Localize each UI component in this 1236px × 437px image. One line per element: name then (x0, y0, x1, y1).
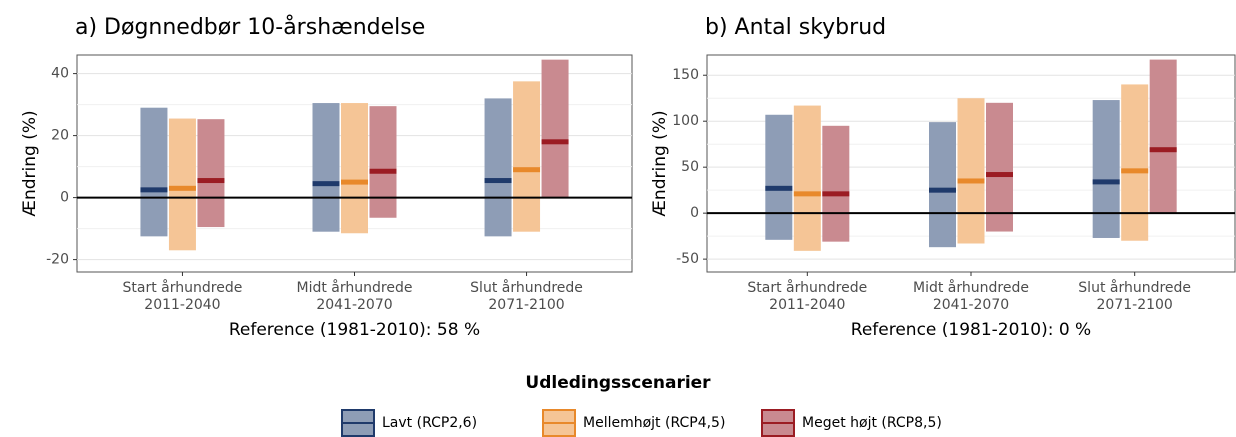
y-tick-label: 0 (690, 205, 699, 221)
median-line (341, 179, 368, 185)
range-bar (957, 98, 985, 244)
median-line (1092, 179, 1120, 185)
y-axis-label: Ændring (%) (20, 110, 40, 216)
median-line (822, 191, 850, 197)
y-tick-label: 40 (51, 66, 69, 82)
median-line (541, 139, 569, 145)
range-bar (1149, 59, 1177, 214)
x-tick-label: 2011-2040 (769, 297, 845, 313)
x-tick-label: Slut århundrede (1078, 279, 1191, 296)
y-tick-label: 50 (681, 159, 699, 175)
median-line (484, 178, 512, 184)
range-bar (197, 119, 225, 228)
y-tick-label: -20 (46, 252, 69, 268)
median-line (986, 172, 1013, 178)
y-tick-label: 0 (60, 190, 69, 206)
y-tick-label: 150 (672, 67, 699, 83)
median-line (197, 178, 225, 184)
range-bar (822, 125, 850, 242)
x-tick-label: 2011-2040 (144, 297, 220, 313)
chart-title: a) Døgnnedbør 10-årshændelse (75, 14, 425, 40)
range-bar (986, 102, 1013, 232)
range-bar (765, 114, 793, 240)
range-bar (1121, 84, 1149, 241)
range-bar (929, 122, 956, 248)
range-bar (341, 103, 368, 234)
median-line (168, 185, 196, 191)
median-line (957, 178, 985, 184)
median-line (793, 191, 821, 197)
y-tick-label: 20 (51, 128, 69, 144)
legend-label: Mellemhøjt (RCP4,5) (583, 415, 725, 431)
x-axis-label: Reference (1981-2010): 58 % (229, 320, 480, 340)
median-line (765, 185, 793, 191)
median-line (369, 168, 397, 174)
x-tick-label: 2071-2100 (1097, 297, 1173, 313)
range-bar (312, 103, 340, 232)
legend-label: Meget højt (RCP8,5) (802, 415, 942, 431)
range-bar (484, 98, 512, 237)
range-bar (369, 106, 397, 218)
x-tick-label: Midt århundrede (913, 279, 1029, 296)
range-bar (140, 107, 168, 237)
median-line (513, 167, 541, 173)
x-tick-label: Start århundrede (747, 279, 867, 296)
x-tick-label: Start århundrede (123, 279, 243, 296)
median-line (929, 187, 956, 193)
y-tick-label: -50 (676, 251, 699, 267)
range-bar (541, 59, 569, 198)
y-axis-label: Ændring (%) (650, 110, 670, 216)
range-bar (1092, 100, 1120, 238)
median-line (1121, 168, 1149, 174)
x-tick-label: Slut århundrede (470, 279, 583, 296)
range-bar (793, 105, 821, 251)
x-tick-label: Midt århundrede (297, 279, 413, 296)
chart-title: b) Antal skybrud (705, 15, 886, 40)
median-line (1149, 147, 1177, 153)
x-tick-label: 2041-2070 (933, 297, 1009, 313)
x-axis-label: Reference (1981-2010): 0 % (851, 320, 1091, 340)
range-bar (513, 81, 541, 232)
x-tick-label: 2071-2100 (488, 297, 564, 313)
median-line (312, 181, 340, 187)
legend-title: Udledingsscenarier (525, 373, 711, 393)
legend-label: Lavt (RCP2,6) (382, 415, 477, 431)
x-tick-label: 2041-2070 (316, 297, 392, 313)
range-bar (168, 118, 196, 251)
y-tick-label: 100 (672, 113, 699, 129)
median-line (140, 187, 168, 193)
